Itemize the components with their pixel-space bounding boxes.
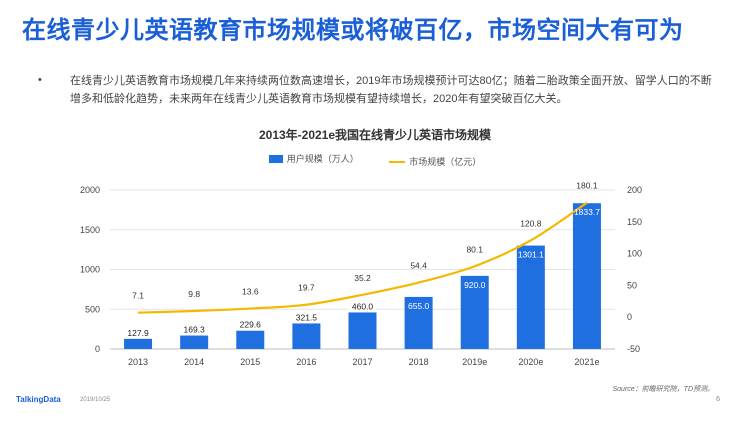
- line-value-label: 180.1: [576, 181, 598, 191]
- legend-line-swatch: [389, 160, 406, 163]
- line-value-label: 54.4: [410, 261, 427, 271]
- bar: [180, 335, 209, 349]
- y-left-tick-label: 1000: [80, 265, 100, 275]
- line-layer: [138, 201, 588, 314]
- line-value-label: 120.8: [520, 218, 542, 228]
- y-left-tick-label: 0: [95, 344, 100, 354]
- x-tick-label: 2017: [352, 357, 372, 367]
- bar: [124, 338, 153, 349]
- line-value-label: 35.2: [354, 273, 371, 283]
- x-tick-label: 2019e: [462, 357, 487, 367]
- line-value-label: 13.6: [242, 287, 259, 297]
- legend-label-market: 市场规模（亿元）: [409, 157, 482, 167]
- page-title: 在线青少儿英语教育市场规模或将破百亿，市场空间大有可为: [22, 17, 684, 44]
- legend-item-market: 市场规模（亿元）: [389, 155, 481, 168]
- line-value-label: 19.7: [298, 283, 315, 293]
- bar-label-bg: [236, 319, 265, 330]
- bar-value-label: 127.9: [127, 328, 149, 338]
- label-layer: 127.9 169.3 229.6 321.5 460.0 655.0 920.0 1301.…: [124, 181, 600, 338]
- y-right-tick-label: 150: [627, 217, 642, 227]
- y-left-tick-label: 2000: [80, 185, 100, 195]
- y-right-tick-label: 100: [627, 249, 642, 259]
- bar-value-label: 920.0: [464, 280, 486, 290]
- bar: [572, 203, 601, 349]
- legend-bar-swatch: [268, 154, 283, 163]
- bar-label-bg: [124, 327, 153, 338]
- bar: [516, 245, 545, 349]
- line-value-label: 7.1: [132, 291, 144, 301]
- line-value-label: 9.8: [188, 289, 200, 299]
- bullet-dot: •: [38, 74, 42, 86]
- bar: [460, 275, 489, 349]
- y-left-tick-label: 500: [85, 304, 100, 314]
- bar: [292, 323, 321, 349]
- x-tick-label: 2020e: [518, 357, 543, 367]
- y-right-tick-label: 0: [627, 312, 632, 322]
- bar-value-label: 1833.7: [574, 207, 600, 217]
- y-right-tick-label: 50: [627, 280, 637, 290]
- x-tick-label: 2016: [296, 357, 316, 367]
- y-right-tick-label: 200: [627, 185, 642, 195]
- bar-value-label: 1301.1: [518, 250, 544, 260]
- chart-title: 2013年-2021e我国在线青少儿英语市场规模: [258, 128, 492, 142]
- bar: [348, 312, 377, 349]
- x-tick-label: 2018: [409, 357, 429, 367]
- y-left-tick-label: 1500: [80, 225, 100, 235]
- market-size-line: [138, 201, 588, 314]
- bar: [404, 296, 433, 349]
- bar-label-bg: [348, 301, 377, 312]
- x-tick-label: 2014: [184, 357, 204, 367]
- summary-text: 在线青少儿英语教育市场规模几年来持续两位数高速增长，2019年市场规模预计可达8…: [70, 75, 712, 105]
- x-tick-label: 2021e: [574, 357, 599, 367]
- x-tick-label: 2013: [128, 357, 148, 367]
- bar-value-label: 169.3: [184, 325, 206, 335]
- x-tick-label: 2015: [240, 357, 260, 367]
- talkingdata-logo: TalkingData: [16, 395, 61, 404]
- bar-value-label: 655.0: [408, 301, 430, 311]
- source-note: Source：前瞻研究院，TD预测。: [612, 386, 714, 393]
- summary-bullet: • 在线青少儿英语教育市场规模几年来持续两位数高速增长，2019年市场规模预计可…: [38, 72, 720, 108]
- bar-value-label: 229.6: [240, 320, 262, 330]
- bar-value-label: 321.5: [296, 312, 318, 322]
- chart-legend: 用户规模（万人） 市场规模（亿元）: [0, 152, 750, 168]
- footer-date: 2019/10/25: [80, 397, 111, 403]
- line-value-label: 80.1: [466, 244, 483, 254]
- bar-label-bg: [180, 324, 209, 335]
- bar-layer: [124, 203, 601, 349]
- bar: [236, 330, 265, 349]
- legend-item-users: 用户规模（万人）: [268, 152, 359, 165]
- legend-label-users: 用户规模（万人）: [286, 154, 359, 164]
- axis-layer: 0 500 1000 1500 2000 -50 0 50 100 150 200 2013 2014 2…: [80, 185, 642, 367]
- y-right-tick-label: -50: [627, 344, 640, 354]
- bar-value-label: 460.0: [352, 301, 374, 311]
- page-number: 6: [716, 396, 720, 403]
- bar-label-bg: [292, 312, 321, 323]
